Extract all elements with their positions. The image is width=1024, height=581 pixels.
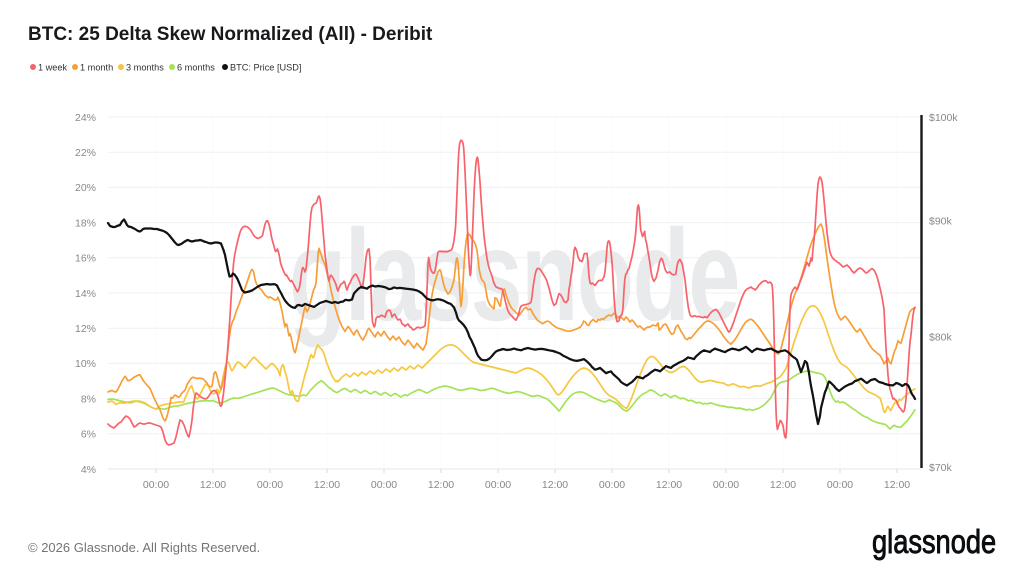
svg-text:BTC: 25 Delta Skew Normalized: BTC: 25 Delta Skew Normalized (All) - De… [28,24,433,45]
svg-text:$70k: $70k [929,462,953,474]
svg-text:10%: 10% [75,358,96,370]
svg-text:$90k: $90k [929,215,953,227]
svg-text:16%: 16% [75,253,96,265]
svg-text:12:00: 12:00 [200,479,226,491]
svg-text:12:00: 12:00 [656,479,682,491]
svg-text:12%: 12% [75,323,96,335]
svg-text:00:00: 00:00 [713,479,739,491]
svg-text:00:00: 00:00 [599,479,625,491]
svg-text:4%: 4% [81,464,96,476]
svg-text:6%: 6% [81,429,96,441]
svg-text:12:00: 12:00 [542,479,568,491]
svg-text:00:00: 00:00 [257,479,283,491]
svg-text:glassnode: glassnode [872,525,996,561]
svg-text:© 2026 Glassnode. All Rights R: © 2026 Glassnode. All Rights Reserved. [28,540,260,555]
svg-text:24%: 24% [75,112,96,124]
svg-text:BTC: Price [USD]: BTC: Price [USD] [230,63,301,73]
svg-text:00:00: 00:00 [371,479,397,491]
svg-text:$80k: $80k [929,331,953,343]
svg-text:12:00: 12:00 [314,479,340,491]
svg-text:12:00: 12:00 [428,479,454,491]
svg-text:18%: 18% [75,217,96,229]
svg-text:8%: 8% [81,393,96,405]
svg-text:12:00: 12:00 [884,479,910,491]
svg-text:00:00: 00:00 [143,479,169,491]
svg-text:14%: 14% [75,288,96,300]
svg-text:20%: 20% [75,182,96,194]
svg-text:12:00: 12:00 [770,479,796,491]
svg-text:3 months: 3 months [126,63,164,73]
svg-text:1 month: 1 month [80,63,113,73]
svg-text:22%: 22% [75,147,96,159]
svg-text:$100k: $100k [929,112,958,124]
svg-text:00:00: 00:00 [827,479,853,491]
svg-text:1 week: 1 week [38,63,68,73]
svg-text:00:00: 00:00 [485,479,511,491]
svg-text:6 months: 6 months [177,63,215,73]
